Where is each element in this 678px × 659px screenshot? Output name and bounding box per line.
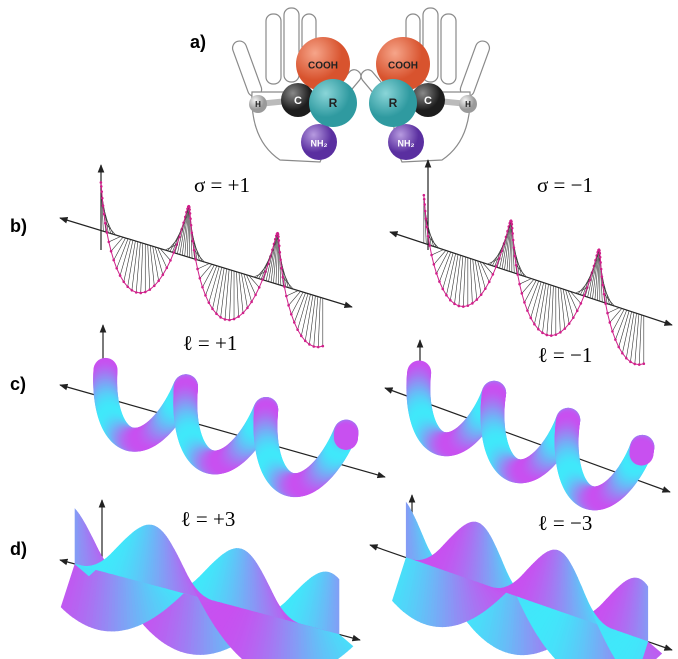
- field-vector: [470, 258, 472, 303]
- field-vector: [558, 287, 560, 332]
- helices: [60, 160, 672, 659]
- tube-segment: [334, 426, 358, 450]
- field-vector: [141, 243, 143, 293]
- field-vector: [608, 308, 620, 313]
- caption: σ = +1: [194, 173, 250, 197]
- field-vector: [426, 219, 434, 247]
- field-vector: [109, 236, 121, 241]
- field-vector: [432, 250, 444, 255]
- panel-label: d): [10, 539, 27, 559]
- field-vector: [103, 206, 111, 234]
- atom-label: R: [329, 96, 338, 110]
- field-vector: [318, 297, 320, 347]
- atom-label: NH₂: [311, 138, 328, 148]
- field-vector: [522, 279, 534, 293]
- field-vector: [463, 257, 465, 307]
- caption: ℓ = +1: [183, 331, 238, 355]
- field-vector: [286, 291, 298, 296]
- field-vector: [192, 233, 200, 261]
- field-vector: [281, 260, 289, 288]
- atom-label: C: [294, 95, 302, 107]
- panel-label: a): [190, 32, 206, 52]
- field-vector: [148, 245, 150, 290]
- panel-label: c): [10, 374, 26, 394]
- caption: ℓ = −1: [538, 343, 593, 367]
- tube-segment: [630, 442, 654, 466]
- field-vector: [198, 264, 210, 269]
- field-vector: [111, 237, 123, 251]
- atom-label: R: [389, 96, 398, 110]
- field-vector: [434, 250, 446, 264]
- panel-label: b): [10, 216, 27, 236]
- field-vector: [520, 279, 532, 284]
- field-vector: [602, 277, 610, 305]
- field-vector: [229, 270, 231, 320]
- field-vector: [200, 264, 212, 278]
- field-vector: [514, 248, 522, 276]
- field-vector: [289, 291, 301, 305]
- atom-label: COOH: [388, 61, 418, 72]
- atom-label: H: [465, 100, 471, 109]
- field-vector: [551, 286, 553, 336]
- field-vector: [236, 272, 238, 317]
- field-vector: [610, 308, 622, 322]
- caption: σ = −1: [537, 173, 593, 197]
- field-vector: [639, 315, 641, 365]
- caption: ℓ = +3: [181, 507, 236, 531]
- atom-label: COOH: [308, 61, 338, 72]
- atom-label: NH₂: [398, 138, 415, 148]
- figure: a) b) c) d) H COOH NH₂ C R H: [0, 0, 678, 659]
- atom-label: C: [424, 95, 432, 107]
- atom-label: H: [255, 100, 261, 109]
- caption: ℓ = −3: [538, 511, 593, 535]
